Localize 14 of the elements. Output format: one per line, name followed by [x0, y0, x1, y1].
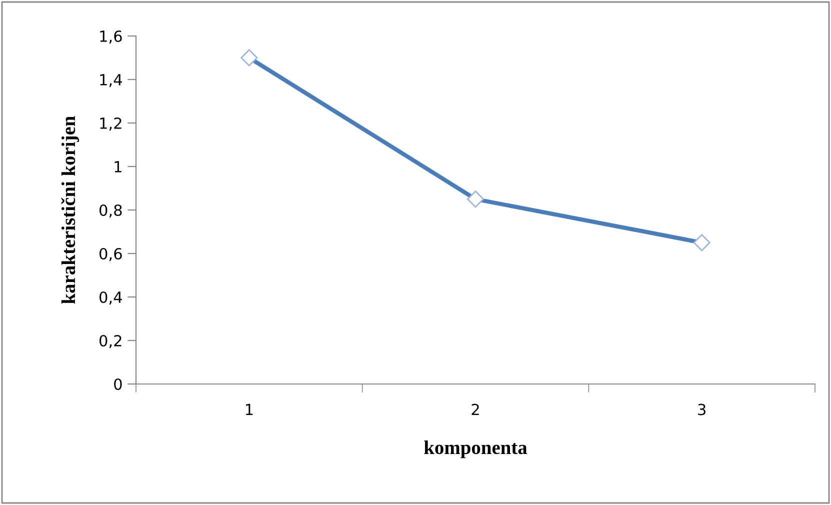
y-tick-label: 0,2 [100, 334, 122, 348]
y-tick-label: 0,6 [100, 248, 122, 262]
y-tick-label: 1,2 [100, 117, 122, 131]
x-tick-label: 2 [472, 404, 479, 416]
y-tick-label: 0 [114, 378, 122, 390]
y-tick-label: 0,8 [100, 204, 122, 218]
y-axis-title: karakteristični korijen [61, 116, 80, 304]
x-tick-label: 1 [246, 404, 253, 416]
y-tick-label: 0,4 [100, 291, 122, 305]
y-tick-label: 1,4 [100, 74, 122, 88]
y-tick-label: 1 [114, 161, 122, 172]
y-tick-label: 1,6 [100, 30, 122, 44]
x-tick-label: 3 [698, 404, 706, 416]
x-axis-title: komponenta [424, 440, 528, 458]
